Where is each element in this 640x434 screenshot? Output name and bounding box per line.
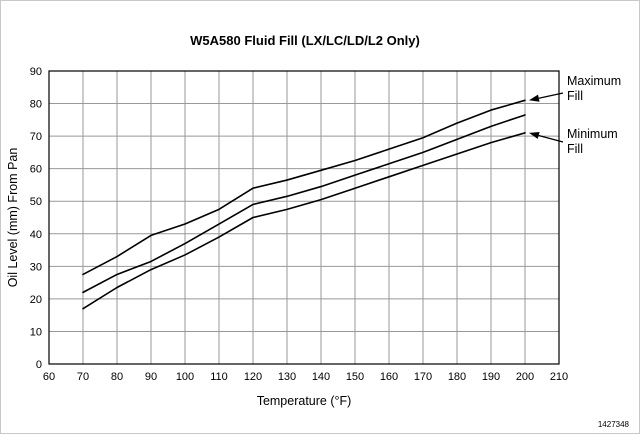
y-tick-label: 80: [30, 99, 42, 111]
y-tick-label: 70: [30, 131, 42, 143]
y-tick-label: 90: [30, 66, 42, 78]
series-curve-1: [82, 114, 526, 294]
x-tick-label: 110: [210, 371, 228, 383]
annotation-label-maximum-fill: Maximum: [567, 74, 621, 88]
x-tick-label: 80: [111, 371, 123, 383]
chart-title: W5A580 Fluid Fill (LX/LC/LD/L2 Only): [190, 33, 420, 48]
figure-number: 1427348: [597, 420, 629, 429]
y-axis-title: Oil Level (mm) From Pan: [6, 148, 20, 288]
annotation-label-minimum-fill: Minimum: [567, 127, 618, 141]
x-tick-label: 130: [278, 371, 296, 383]
x-tick-label: 210: [550, 371, 568, 383]
x-tick-label: 60: [43, 371, 55, 383]
y-tick-label: 40: [30, 229, 42, 241]
plot-border: [48, 70, 560, 365]
y-tick-label: 30: [30, 261, 42, 273]
y-tick-label: 50: [30, 196, 42, 208]
annotation-arrow-line-maximum-fill: [538, 92, 564, 99]
x-tick-label: 170: [414, 371, 432, 383]
annotation-label-maximum-fill: Fill: [567, 89, 583, 103]
x-tick-label: 70: [77, 371, 89, 383]
x-tick-label: 180: [448, 371, 466, 383]
series-curve-0: [82, 99, 526, 276]
series-curve-2: [82, 132, 526, 310]
x-tick-label: 190: [482, 371, 500, 383]
y-tick-label: 10: [30, 326, 42, 338]
x-tick-label: 90: [145, 371, 157, 383]
y-tick-label: 60: [30, 164, 42, 176]
annotation-arrow-head-maximum-fill: [529, 94, 540, 102]
x-tick-label: 150: [346, 371, 364, 383]
x-tick-label: 120: [244, 371, 262, 383]
annotation-arrow-head-minimum-fill: [529, 131, 540, 139]
x-tick-label: 140: [312, 371, 330, 383]
x-axis-title: Temperature (°F): [257, 394, 352, 408]
annotation-label-minimum-fill: Fill: [567, 142, 583, 156]
annotation-arrow-line-minimum-fill: [538, 134, 564, 143]
y-tick-label: 0: [36, 359, 42, 371]
y-tick-label: 20: [30, 294, 42, 306]
x-tick-label: 100: [176, 371, 194, 383]
x-tick-label: 160: [380, 371, 398, 383]
x-tick-label: 200: [516, 371, 534, 383]
